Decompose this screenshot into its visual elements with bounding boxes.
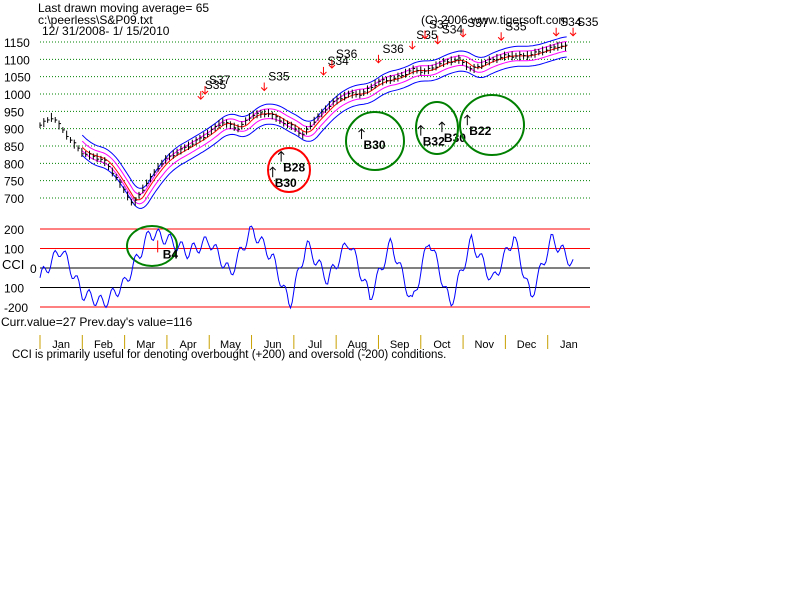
sell-signal-label: S35 <box>205 78 227 92</box>
month-label: Dec <box>517 339 537 351</box>
month-label: Sep <box>390 339 410 351</box>
price-y-tick: 750 <box>4 175 24 189</box>
sell-arrow-head <box>434 40 442 45</box>
sell-signal-label: S36 <box>336 47 358 61</box>
signal-circle-red <box>267 147 311 193</box>
buy-arrow-head <box>269 166 277 171</box>
sell-arrow-head <box>421 35 429 40</box>
buy-arrow-head <box>438 121 446 126</box>
cci-buy-signal-label: B4 <box>163 247 179 261</box>
ma-band-mid-upper <box>81 41 567 195</box>
cci-y-tick: 100 <box>4 243 24 257</box>
buy-arrow-head <box>463 114 471 119</box>
price-y-tick: 1050 <box>4 71 31 85</box>
month-label: Jun <box>264 339 282 351</box>
sell-arrow-head <box>320 71 327 76</box>
price-y-tick: 900 <box>4 123 24 137</box>
sell-arrow-head <box>375 59 382 64</box>
sell-signal-label: S37 <box>467 16 489 30</box>
cci-note: CCI is primarily useful for denoting ove… <box>12 349 447 361</box>
month-label: Aug <box>348 339 368 351</box>
sell-arrow-head <box>260 87 268 92</box>
copyright: (C) 2006 www.tigersoft.com <box>421 13 569 27</box>
ma-label: Last drawn moving average= 65 <box>38 1 210 15</box>
price-y-tick: 950 <box>4 105 24 119</box>
price-y-tick: 1100 <box>4 53 30 67</box>
price-y-tick: 1000 <box>4 88 31 102</box>
sell-signal-label: S34 <box>560 15 582 29</box>
ma-band-lower <box>81 56 567 209</box>
cci-y-tick: -200 <box>4 301 28 315</box>
month-label: Nov <box>474 339 494 351</box>
sell-signal-label: S35 <box>268 70 290 84</box>
price-y-tick: 800 <box>4 157 24 171</box>
signal-circle-green <box>415 101 459 155</box>
month-label: May <box>220 339 241 351</box>
sell-arrow-head <box>197 95 205 100</box>
sell-signal-label: S34 <box>327 54 349 68</box>
buy-signal-label: B30 <box>275 176 297 190</box>
price-y-tick: 700 <box>4 192 24 206</box>
sell-signal-label: S36 <box>382 42 404 56</box>
sell-signal-label: S37 <box>429 18 451 32</box>
sell-arrow-head <box>459 33 467 38</box>
sell-arrow-head <box>497 36 505 41</box>
month-label: Apr <box>180 339 197 351</box>
buy-signal-label: B32 <box>423 135 445 149</box>
price-y-tick: 850 <box>4 140 24 154</box>
sell-arrow-head <box>328 64 336 69</box>
cci-signal-circle <box>126 225 178 267</box>
buy-signal-label: B22 <box>469 124 491 138</box>
month-label: Oct <box>433 339 450 351</box>
sell-arrow-head <box>552 32 560 37</box>
buy-arrow-head <box>358 128 365 133</box>
month-label: Jan <box>560 339 578 351</box>
sell-arrow-head <box>408 45 416 50</box>
cci-line <box>39 225 574 310</box>
month-label: Feb <box>94 339 113 351</box>
buy-arrow-head <box>417 124 425 129</box>
sell-signal-label: S35 <box>505 19 527 33</box>
sell-arrow-head <box>569 32 577 37</box>
price-y-tick: 1150 <box>4 36 30 50</box>
sell-signal-label: S34 <box>442 23 464 37</box>
sell-signal-label: S35 <box>416 28 438 42</box>
buy-signal-label: B30 <box>364 138 386 152</box>
cci-values: Curr.value=27 Prev.day's value=116 <box>1 315 193 329</box>
cci-y-tick: 0 <box>30 262 37 276</box>
signal-circle-green <box>459 94 525 156</box>
buy-signal-label: B28 <box>283 161 305 175</box>
ma-band-center <box>81 45 567 201</box>
month-label: Mar <box>136 339 155 351</box>
cci-axis-label: CCI <box>2 257 24 272</box>
month-label: Jul <box>308 339 322 351</box>
date-range: 12/ 31/2008- 1/ 15/2010 <box>42 24 170 38</box>
buy-arrow-head <box>277 150 285 155</box>
cci-y-tick: 200 <box>4 223 24 237</box>
sell-signal-label: S37 <box>209 73 231 87</box>
ma-band-upper <box>81 36 567 189</box>
signal-circle-green <box>345 111 405 171</box>
sell-signal-label: S35 <box>577 15 599 29</box>
cci-y-tick: 100 <box>4 282 24 296</box>
file-path: c:\peerless\S&P09.txt <box>38 13 153 27</box>
sell-arrow-head <box>201 90 209 95</box>
ma-band-mid-lower <box>81 50 567 205</box>
month-label: Jan <box>52 339 70 351</box>
